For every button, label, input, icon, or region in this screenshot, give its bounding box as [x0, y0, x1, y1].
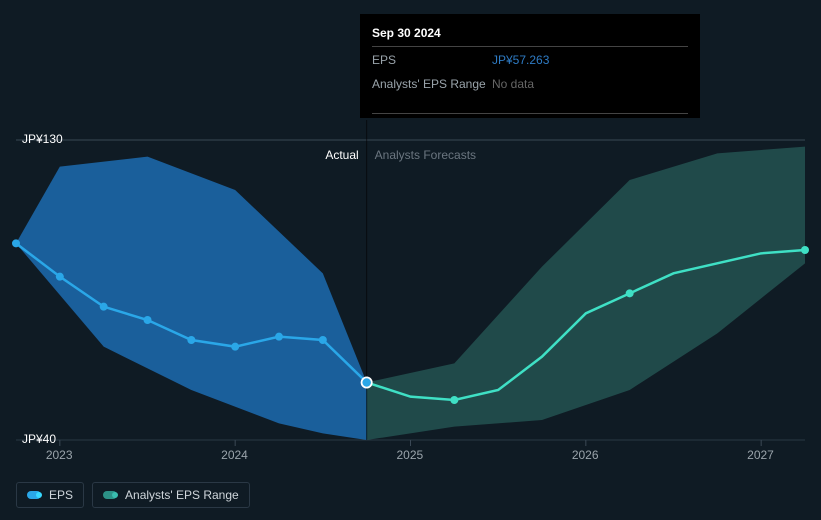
tooltip-eps-value: JP¥57.263 — [492, 51, 549, 69]
x-axis-label: 2027 — [747, 448, 774, 462]
legend-item-range[interactable]: Analysts' EPS Range — [92, 482, 250, 508]
legend-label: EPS — [49, 488, 73, 502]
tooltip-range-label: Analysts' EPS Range — [372, 75, 492, 93]
x-axis-label: 2023 — [46, 448, 73, 462]
region-label-actual: Actual — [325, 148, 358, 162]
legend-label: Analysts' EPS Range — [125, 488, 239, 502]
region-label-forecast: Analysts Forecasts — [375, 148, 476, 162]
tooltip-range-value: No data — [492, 75, 534, 93]
tooltip: Sep 30 2024 EPS JP¥57.263 Analysts' EPS … — [360, 14, 700, 118]
x-axis-label: 2024 — [221, 448, 248, 462]
tooltip-date: Sep 30 2024 — [372, 24, 688, 42]
tooltip-eps-label: EPS — [372, 51, 492, 69]
legend-item-eps[interactable]: EPS — [16, 482, 84, 508]
y-axis-label-min: JP¥40 — [22, 432, 56, 446]
x-axis-label: 2026 — [572, 448, 599, 462]
legend: EPS Analysts' EPS Range — [16, 482, 250, 508]
y-axis-label-max: JP¥130 — [22, 132, 63, 146]
x-axis-label: 2025 — [397, 448, 424, 462]
eps-chart: JP¥130 JP¥40 2023 2024 2025 2026 2027 Ac… — [0, 0, 821, 520]
legend-swatch-icon — [27, 491, 41, 499]
legend-swatch-icon — [103, 491, 117, 499]
